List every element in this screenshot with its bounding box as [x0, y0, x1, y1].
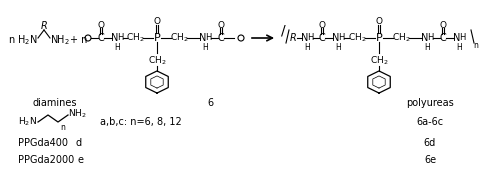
- Text: 6: 6: [207, 98, 213, 108]
- Text: CH$_2$: CH$_2$: [370, 55, 388, 67]
- Text: C: C: [218, 33, 224, 43]
- Text: H: H: [114, 43, 120, 52]
- Text: O: O: [218, 20, 224, 29]
- Text: R: R: [40, 21, 48, 31]
- Text: O: O: [376, 16, 382, 26]
- Text: N: N: [422, 33, 428, 43]
- Text: CH$_2$: CH$_2$: [126, 32, 144, 44]
- Text: 6a-6c: 6a-6c: [416, 117, 444, 127]
- Text: NH$_2$: NH$_2$: [50, 33, 70, 47]
- Text: PPGda2000: PPGda2000: [18, 155, 74, 165]
- Text: H: H: [335, 43, 341, 52]
- Text: H: H: [307, 33, 313, 43]
- Text: CH$_2$: CH$_2$: [348, 32, 366, 44]
- Text: + n: + n: [70, 35, 87, 45]
- Text: C: C: [318, 33, 326, 43]
- Text: a,b,c: n=6, 8, 12: a,b,c: n=6, 8, 12: [100, 117, 182, 127]
- Text: H: H: [459, 33, 465, 43]
- Text: O: O: [318, 20, 326, 29]
- Text: H: H: [424, 43, 430, 52]
- Text: 6e: 6e: [424, 155, 436, 165]
- Text: polyureas: polyureas: [406, 98, 454, 108]
- Text: P: P: [376, 33, 382, 43]
- Text: NH$_2$: NH$_2$: [68, 108, 86, 120]
- Text: n: n: [474, 41, 478, 50]
- Text: C: C: [440, 33, 446, 43]
- Text: P: P: [154, 33, 160, 43]
- Text: n H$_2$N: n H$_2$N: [8, 33, 38, 47]
- Text: n: n: [60, 124, 66, 133]
- Text: H: H: [304, 43, 310, 52]
- Text: N: N: [200, 33, 206, 43]
- Text: O: O: [154, 16, 160, 26]
- Text: O: O: [98, 20, 104, 29]
- Text: H: H: [456, 43, 462, 52]
- Text: CH$_2$: CH$_2$: [170, 32, 188, 44]
- Text: /: /: [280, 23, 285, 37]
- Text: N: N: [302, 33, 308, 43]
- Text: C: C: [98, 33, 104, 43]
- Text: PPGda400: PPGda400: [18, 138, 68, 148]
- Text: O: O: [440, 20, 446, 29]
- Text: N: N: [112, 33, 118, 43]
- Text: d: d: [75, 138, 81, 148]
- Text: N: N: [454, 33, 460, 43]
- Text: CH$_2$: CH$_2$: [392, 32, 410, 44]
- Text: H$_2$N: H$_2$N: [18, 116, 37, 128]
- Text: diamines: diamines: [33, 98, 77, 108]
- Text: e: e: [78, 155, 84, 165]
- Text: CH$_2$: CH$_2$: [148, 55, 167, 67]
- Text: H: H: [338, 33, 344, 43]
- Text: R: R: [290, 33, 296, 43]
- Text: H: H: [202, 43, 208, 52]
- Text: N: N: [332, 33, 340, 43]
- Text: H: H: [427, 33, 433, 43]
- Text: H: H: [205, 33, 211, 43]
- Text: 6d: 6d: [424, 138, 436, 148]
- Text: H: H: [117, 33, 123, 43]
